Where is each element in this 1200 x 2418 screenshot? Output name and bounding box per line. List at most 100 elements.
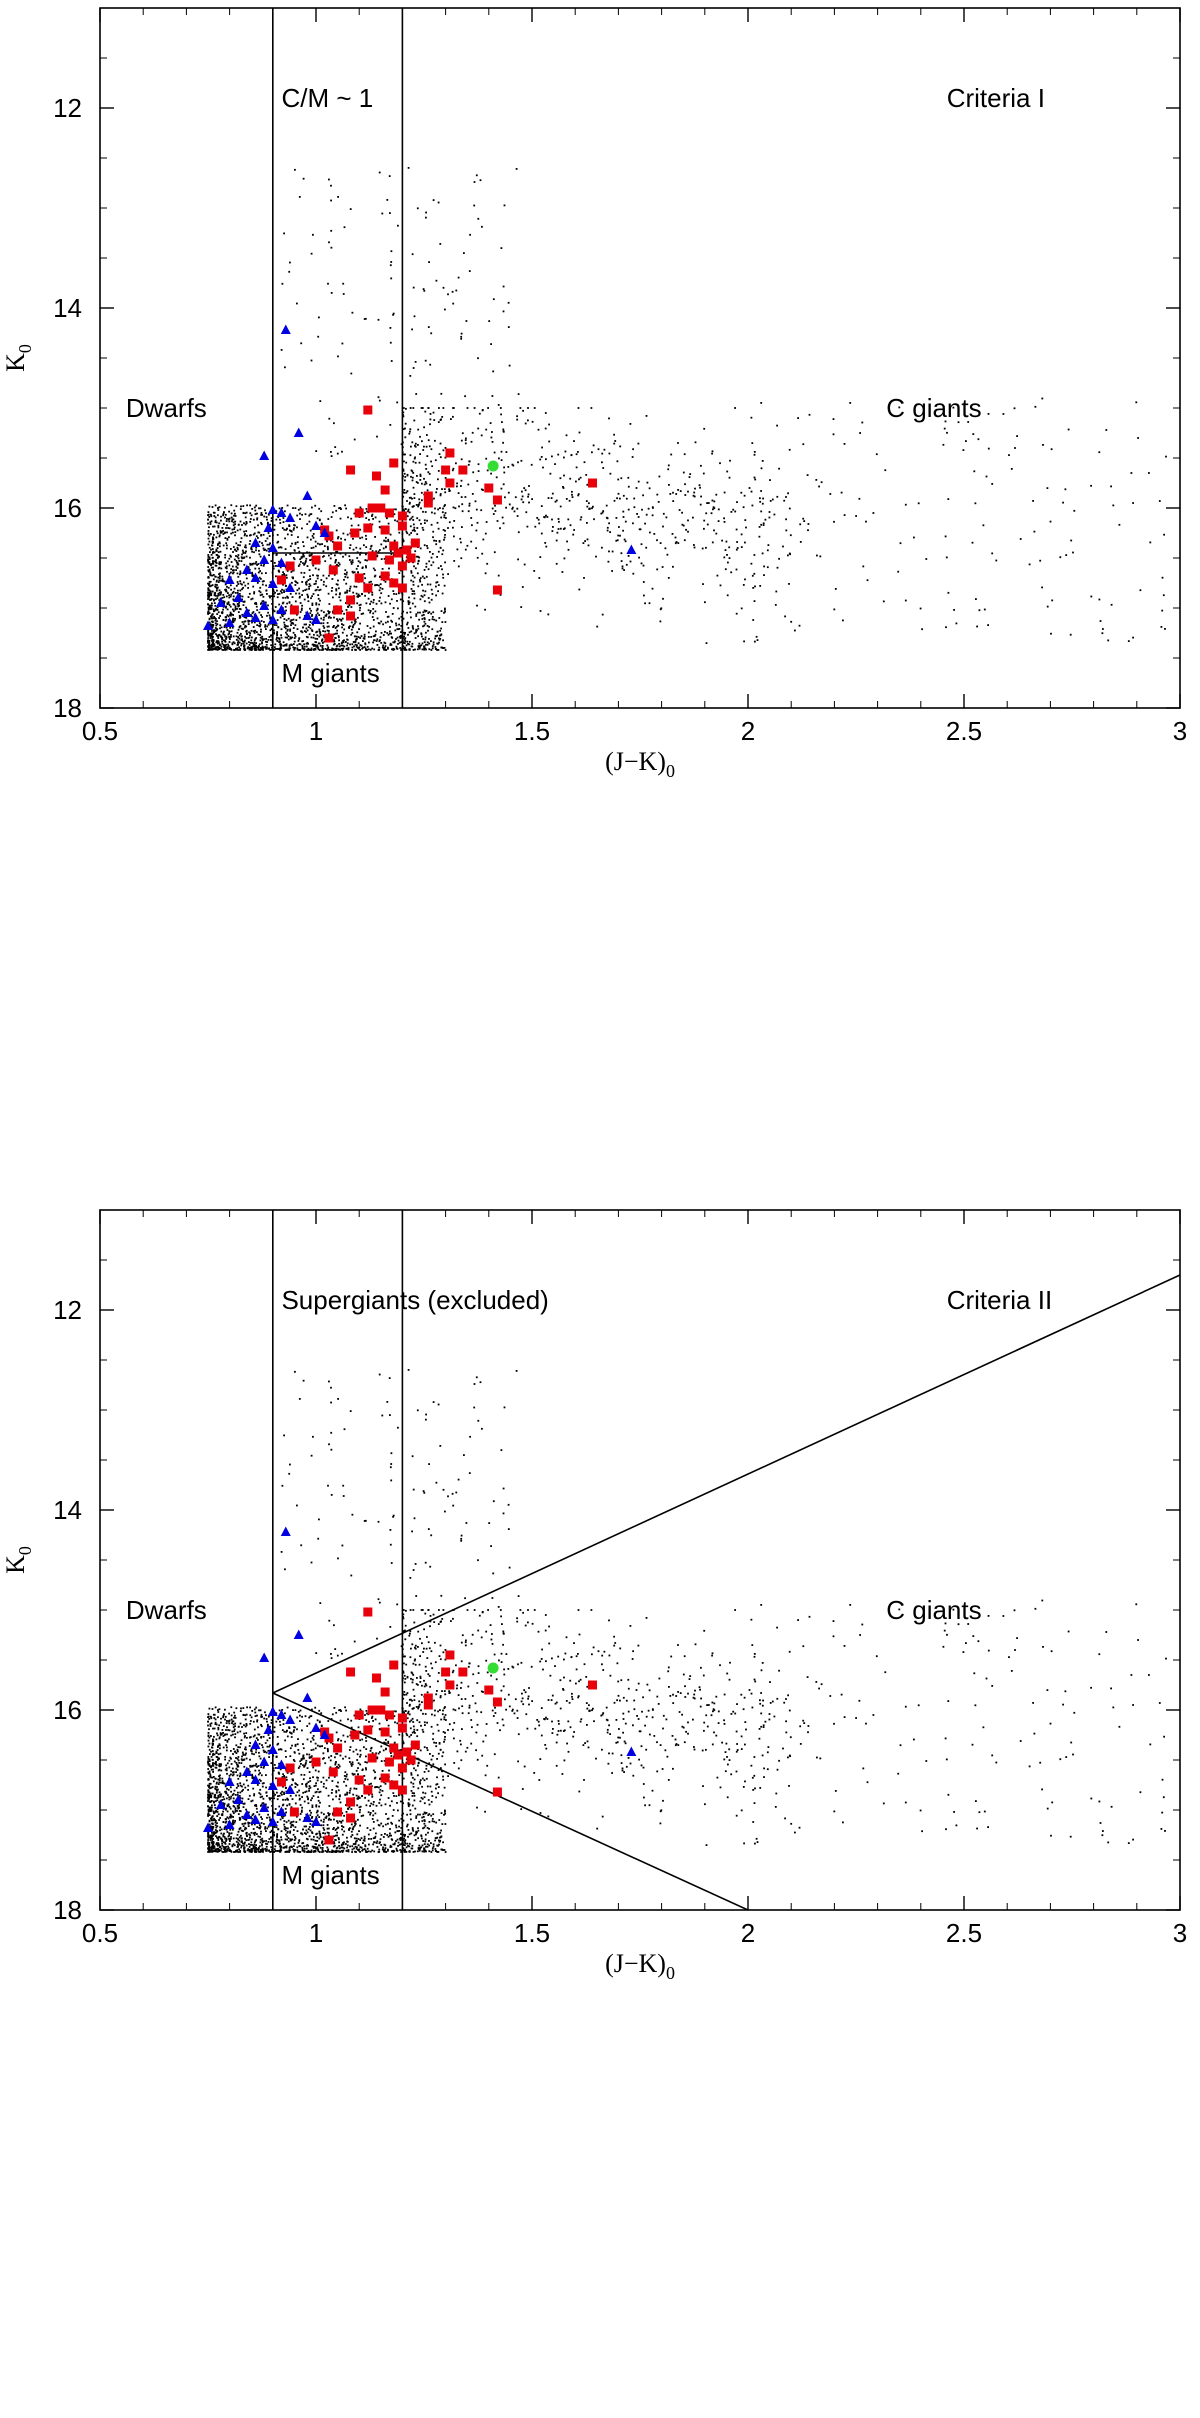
field-star-point [279,646,282,649]
field-star-point [527,419,529,422]
field-star-point [753,572,756,575]
field-star-point [246,633,248,635]
field-star-point [339,1851,341,1853]
field-star-point [318,1791,321,1794]
field-star-point [423,648,426,651]
field-star-point [402,428,405,430]
field-star-point [421,1785,423,1788]
field-star-point [971,541,974,544]
field-star-point [378,520,381,523]
field-star-point [414,637,417,639]
field-star-point [528,501,530,504]
field-star-point [252,1776,255,1779]
field-star-point [224,1837,227,1840]
field-star-point [425,468,428,470]
field-star-point [220,1781,222,1784]
field-star-point [245,1713,248,1716]
field-star-point [440,1767,442,1769]
field-star-point [335,1834,337,1837]
field-star-point [354,640,357,643]
field-star-point [760,510,763,513]
field-star-point [228,510,230,513]
field-star-point [1132,502,1134,504]
blue-triangle-point [203,620,213,630]
field-star-point [320,1811,323,1814]
field-star-point [316,574,318,577]
field-star-point [209,585,211,588]
field-star-point [420,522,422,525]
field-star-point [776,566,779,569]
field-star-point [228,1834,230,1837]
field-star-point [424,463,427,466]
field-star-point [500,487,503,490]
field-star-point [723,517,725,520]
field-star-point [253,591,256,593]
field-star-point [962,449,965,451]
field-star-point [281,602,284,605]
field-star-point [313,1785,316,1787]
field-star-point [334,554,336,557]
field-star-point [221,527,224,529]
field-star-point [473,407,476,409]
field-star-point [296,647,299,650]
field-star-point [768,511,771,513]
field-star-point [558,520,560,523]
field-star-point [212,1763,214,1765]
field-star-point [234,592,237,594]
field-star-point [413,493,416,495]
field-star-point [265,638,267,640]
field-star-point [778,557,780,560]
field-star-point [377,1824,380,1826]
field-star-point [374,516,377,519]
field-star-point [423,289,426,292]
field-star-point [608,522,610,525]
x-tick-label: 1 [309,716,323,746]
field-star-point [366,645,369,648]
field-star-point [216,587,218,590]
field-star-point [330,455,333,457]
field-star-point [264,601,267,604]
field-star-point [327,630,330,632]
field-star-point [282,644,285,647]
field-star-point [715,532,718,535]
field-star-point [208,604,211,607]
field-star-point [499,407,502,409]
field-star-point [635,487,638,489]
field-star-point [305,1825,307,1828]
field-star-point [311,1816,314,1818]
field-star-point [659,542,662,544]
field-star-point [627,508,630,511]
field-star-point [398,592,400,595]
field-star-point [269,617,271,620]
field-star-point [620,560,623,562]
field-star-point [404,436,407,439]
field-star-point [414,442,417,445]
field-star-point [258,549,260,552]
field-star-point [207,634,210,637]
field-star-point [322,550,325,553]
field-star-point [207,630,209,632]
field-star-point [457,492,460,494]
field-star-point [213,602,216,604]
field-star-point [299,1760,302,1763]
field-star-point [252,533,255,536]
field-star-point [303,645,306,648]
field-star-point [283,1791,285,1794]
field-star-point [331,1780,334,1782]
field-star-point [426,455,429,457]
field-star-point [382,623,384,626]
field-star-point [601,511,604,514]
field-star-point [517,558,519,561]
field-star-point [390,643,393,646]
field-star-point [629,423,632,425]
field-star-point [279,566,282,569]
field-star-point [220,1717,222,1720]
field-star-point [216,609,219,611]
field-star-point [315,602,318,605]
field-star-point [244,523,247,526]
field-star-point [402,415,405,418]
field-star-point [995,559,998,562]
field-star-point [358,646,361,649]
field-star-point [224,531,226,534]
field-star-point [302,545,305,548]
